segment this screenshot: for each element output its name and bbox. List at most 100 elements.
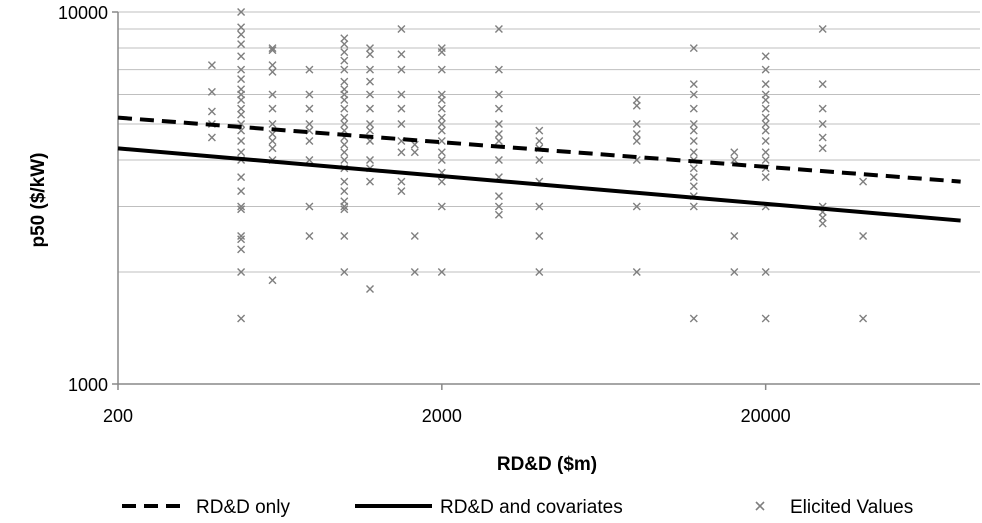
elicited-value-marker: [340, 148, 349, 157]
marker-stroke: [689, 148, 698, 157]
marker-stroke: [761, 126, 770, 135]
elicited-value-marker: [340, 113, 349, 122]
elicited-value-marker: [237, 110, 246, 119]
elicited-value-marker: [535, 268, 544, 276]
elicited-value-marker: [410, 140, 419, 149]
elicited-value-marker: [366, 90, 374, 99]
marker-stroke: [237, 8, 246, 16]
elicited-value-marker: [818, 144, 827, 153]
marker-stroke: [268, 61, 277, 70]
elicited-value-marker: [237, 148, 246, 157]
elicited-value-marker: [268, 137, 277, 145]
marker-stroke: [437, 156, 446, 164]
marker-stroke: [237, 104, 246, 113]
elicited-value-marker: [437, 96, 446, 104]
marker-stroke: [268, 90, 277, 99]
marker-stroke: [366, 104, 374, 113]
elicited-value-marker: [397, 187, 406, 196]
marker-stroke: [366, 177, 374, 186]
marker-stroke: [859, 232, 868, 240]
marker-stroke: [237, 30, 246, 39]
x-tick-label: 20000: [741, 406, 791, 426]
marker-stroke: [437, 126, 446, 135]
marker-stroke: [818, 219, 827, 228]
marker-stroke: [340, 187, 349, 196]
marker-stroke: [494, 25, 503, 33]
elicited-value-marker: [305, 156, 314, 164]
elicited-value-marker: [689, 164, 698, 173]
elicited-value-marker: [397, 65, 406, 74]
marker-stroke: [340, 205, 349, 214]
elicited-value-marker: [535, 156, 544, 164]
marker-stroke: [397, 187, 406, 196]
elicited-value-marker: [494, 202, 503, 211]
axes: [117, 12, 980, 385]
elicited-value-marker: [437, 65, 446, 74]
marker-stroke: [340, 96, 349, 104]
elicited-value-marker: [818, 25, 827, 33]
elicited-value-marker: [761, 126, 770, 135]
marker-stroke: [761, 148, 770, 157]
marker-stroke: [237, 187, 246, 196]
marker-stroke: [340, 177, 349, 186]
elicited-value-marker: [305, 65, 314, 74]
marker-stroke: [305, 156, 314, 164]
y-ticks: 1000 10000: [58, 3, 118, 395]
marker-stroke: [535, 232, 544, 240]
marker-stroke: [268, 104, 277, 113]
elicited-value-marker: [437, 104, 446, 113]
marker-stroke: [207, 87, 216, 96]
marker-stroke: [494, 130, 503, 138]
elicited-value-marker: [761, 120, 770, 128]
marker-stroke: [340, 268, 349, 276]
marker-stroke: [730, 268, 739, 276]
marker-stroke: [761, 137, 770, 145]
marker-stroke: [730, 232, 739, 240]
marker-stroke: [366, 126, 374, 135]
marker-stroke: [340, 156, 349, 164]
marker-stroke: [207, 61, 216, 70]
y-tick-label: 1000: [68, 375, 108, 395]
marker-stroke: [632, 137, 641, 145]
elicited-value-marker: [268, 44, 277, 53]
elicited-value-marker: [366, 44, 374, 53]
marker-stroke: [494, 137, 503, 145]
elicited-value-marker: [340, 104, 349, 113]
marker-stroke: [410, 148, 419, 157]
marker-stroke: [366, 156, 374, 164]
elicited-value-marker: [437, 177, 446, 186]
elicited-value-marker: [268, 120, 277, 128]
marker-stroke: [494, 65, 503, 74]
marker-stroke: [237, 202, 246, 211]
marker-stroke: [305, 137, 314, 145]
elicited-value-marker: [818, 104, 827, 113]
marker-stroke: [237, 23, 246, 32]
elicited-value-marker: [397, 120, 406, 128]
marker-stroke: [632, 130, 641, 138]
elicited-value-marker: [366, 285, 374, 293]
marker-stroke: [237, 245, 246, 254]
elicited-value-marker: [689, 202, 698, 211]
marker-stroke: [761, 96, 770, 104]
marker-stroke: [818, 25, 827, 33]
elicited-value-marker: [237, 96, 246, 104]
elicited-value-marker: [340, 156, 349, 164]
elicited-value-marker: [632, 96, 641, 104]
regression-lines: [117, 115, 961, 223]
elicited-value-marker: [859, 177, 868, 186]
marker-stroke: [268, 276, 277, 285]
marker-stroke: [207, 107, 216, 116]
elicited-value-marker: [632, 268, 641, 276]
marker-stroke: [689, 120, 698, 128]
marker-stroke: [437, 48, 446, 57]
marker-stroke: [268, 137, 277, 145]
elicited-value-marker: [207, 87, 216, 96]
marker-stroke: [437, 65, 446, 74]
legend-x-marker: [755, 501, 765, 511]
elicited-value-marker: [237, 187, 246, 196]
elicited-value-marker: [237, 245, 246, 254]
marker-stroke: [535, 137, 544, 145]
elicited-value-marker: [689, 148, 698, 157]
elicited-value-marker: [397, 177, 406, 186]
